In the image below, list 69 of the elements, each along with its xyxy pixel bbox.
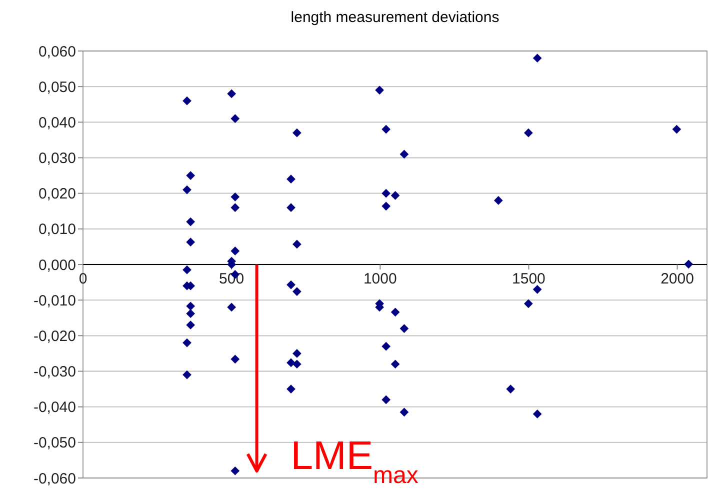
point: [182, 370, 192, 380]
point: [494, 196, 503, 205]
point: [182, 185, 192, 194]
point: [524, 299, 533, 308]
point: [382, 188, 391, 198]
point: [286, 384, 296, 394]
point: [182, 265, 192, 274]
point: [186, 320, 195, 330]
y-tick-label: -0,050: [33, 434, 76, 452]
point: [292, 128, 302, 138]
y-tick-label: 0,000: [38, 256, 76, 274]
y-tick-label: 0,010: [38, 221, 76, 238]
y-tick-label: -0,010: [33, 292, 76, 310]
point: [292, 349, 302, 358]
point: [230, 114, 240, 124]
point: [227, 89, 236, 98]
point: [230, 246, 240, 256]
point: [292, 287, 302, 296]
point: [375, 86, 384, 95]
x-tick-label: 0: [78, 270, 88, 288]
x-tick-label: 1500: [512, 270, 546, 288]
y-tick-label: -0,030: [33, 364, 76, 380]
x-tick-label: 1000: [363, 270, 397, 288]
point: [227, 302, 236, 312]
y-tick-label: -0,060: [33, 470, 76, 488]
point: [684, 260, 694, 269]
annotation: LME$_{max}$: [290, 434, 418, 488]
point: [186, 238, 195, 247]
point: [400, 324, 409, 333]
point: [230, 354, 240, 364]
point: [532, 54, 542, 63]
y-tick-label: 0,060: [38, 43, 76, 60]
y-tick-label: 0,020: [38, 186, 76, 203]
y-tick-label: 0,050: [38, 78, 76, 96]
point: [182, 338, 192, 348]
point: [506, 384, 516, 394]
point: [292, 240, 302, 249]
point: [286, 280, 296, 290]
point: [286, 358, 296, 368]
y-tick-label: -0,040: [33, 399, 76, 416]
point: [186, 171, 195, 180]
x-tick-label: 2000: [660, 270, 694, 288]
point: [400, 150, 409, 159]
point: [230, 203, 240, 212]
point: [400, 408, 409, 417]
y-tick-label: 0,030: [38, 150, 76, 167]
y-tick-label: -0,020: [33, 328, 76, 345]
point: [672, 124, 682, 134]
point: [390, 191, 400, 200]
point: [532, 284, 542, 294]
point: [230, 192, 240, 202]
point: [382, 342, 391, 351]
point: [286, 174, 296, 184]
point: [186, 217, 195, 226]
point: [182, 96, 192, 106]
point: [390, 360, 400, 369]
point: [382, 202, 391, 211]
y-tick-label: 0,040: [38, 114, 76, 132]
point: [230, 466, 240, 476]
point: [524, 128, 533, 138]
point: [286, 203, 296, 212]
chart-title: length measurement deviations: [290, 9, 500, 26]
point: [186, 309, 195, 318]
point: [382, 395, 391, 404]
point: [292, 360, 302, 369]
point: [532, 410, 542, 418]
point: [382, 124, 391, 134]
point: [186, 302, 195, 311]
point: [390, 308, 400, 317]
